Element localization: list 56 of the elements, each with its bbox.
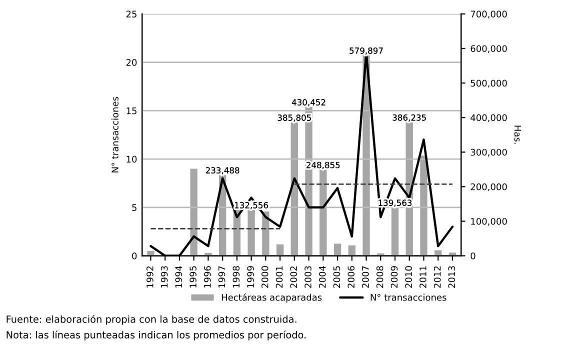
- data-label: 233,488: [206, 167, 240, 174]
- x-tick-label: 2013: [448, 266, 456, 288]
- data-label: 385,805: [278, 114, 311, 122]
- y2-axis-title: Has.: [514, 126, 522, 144]
- data-label: 248,855: [306, 162, 340, 170]
- data-label: 386,235: [392, 114, 426, 122]
- x-tick-label: 2006: [348, 266, 355, 288]
- bar: [290, 122, 298, 256]
- bar: [320, 170, 327, 256]
- x-tick-label: 2011: [420, 266, 426, 288]
- y-tick-label: 10: [126, 156, 137, 163]
- x-tick-label: 2000: [261, 266, 268, 288]
- y2-tick-label: 700,000: [470, 10, 507, 18]
- x-tick-label: 1999: [247, 266, 254, 288]
- bar: [190, 168, 198, 256]
- bar: [248, 210, 255, 256]
- y-tick-label: 5: [132, 204, 136, 211]
- bar: [276, 244, 284, 256]
- x-tick-label: 2007: [362, 266, 369, 288]
- x-tick-label: 1993: [160, 266, 168, 288]
- x-tick-label: 1997: [218, 266, 226, 288]
- x-tick-label: 2012: [434, 266, 441, 288]
- x-tick-label: 2001: [276, 266, 283, 288]
- y2-tick-label: 600,000: [470, 45, 507, 53]
- y-tick-label: 25: [126, 10, 136, 18]
- x-tick-label: 2010: [405, 266, 412, 288]
- y2-tick-label: 400,000: [470, 114, 507, 122]
- x-tick-label: 2002: [290, 266, 298, 288]
- x-tick-label: 1992: [146, 266, 154, 288]
- y2-tick-label: 200,000: [470, 183, 507, 192]
- x-tick-label: 2009: [390, 266, 398, 288]
- data-label: 579,897: [350, 48, 383, 55]
- x-tick-label: 1994: [175, 266, 182, 288]
- y-tick-label: 20: [126, 59, 137, 66]
- x-tick-label: 1995: [190, 266, 196, 288]
- y2-tick-label: 100,000: [471, 218, 507, 226]
- bar: [391, 208, 399, 256]
- y2-tick-label: 500,000: [470, 80, 507, 88]
- y2-tick-label: 0: [470, 252, 476, 260]
- source-note: Fuente: elaboración propia con la base de datos construida.: [6, 314, 296, 325]
- bar: [420, 156, 428, 256]
- x-tick-label: 1996: [204, 266, 211, 288]
- y-axis-title: N° transacciones: [111, 96, 118, 172]
- legend-label: Hectáreas acaparadas: [222, 293, 322, 303]
- y-tick-label: 0: [132, 252, 137, 260]
- x-tick-label: 2005: [333, 266, 340, 288]
- x-tick-label: 2008: [376, 266, 384, 288]
- data-label: 430,452: [292, 99, 326, 106]
- y2-tick-label: 300,000: [470, 148, 507, 157]
- bar: [334, 244, 342, 256]
- y-tick-label: 15: [126, 108, 136, 114]
- text: Nota: las líneas punteadas indican los promedios por período.: [6, 330, 306, 340]
- x-tick-label: 2004: [318, 266, 326, 288]
- x-tick-label: 2003: [304, 266, 312, 288]
- x-tick-label: 1998: [232, 266, 240, 288]
- legend-label: N° transacciones: [370, 294, 446, 301]
